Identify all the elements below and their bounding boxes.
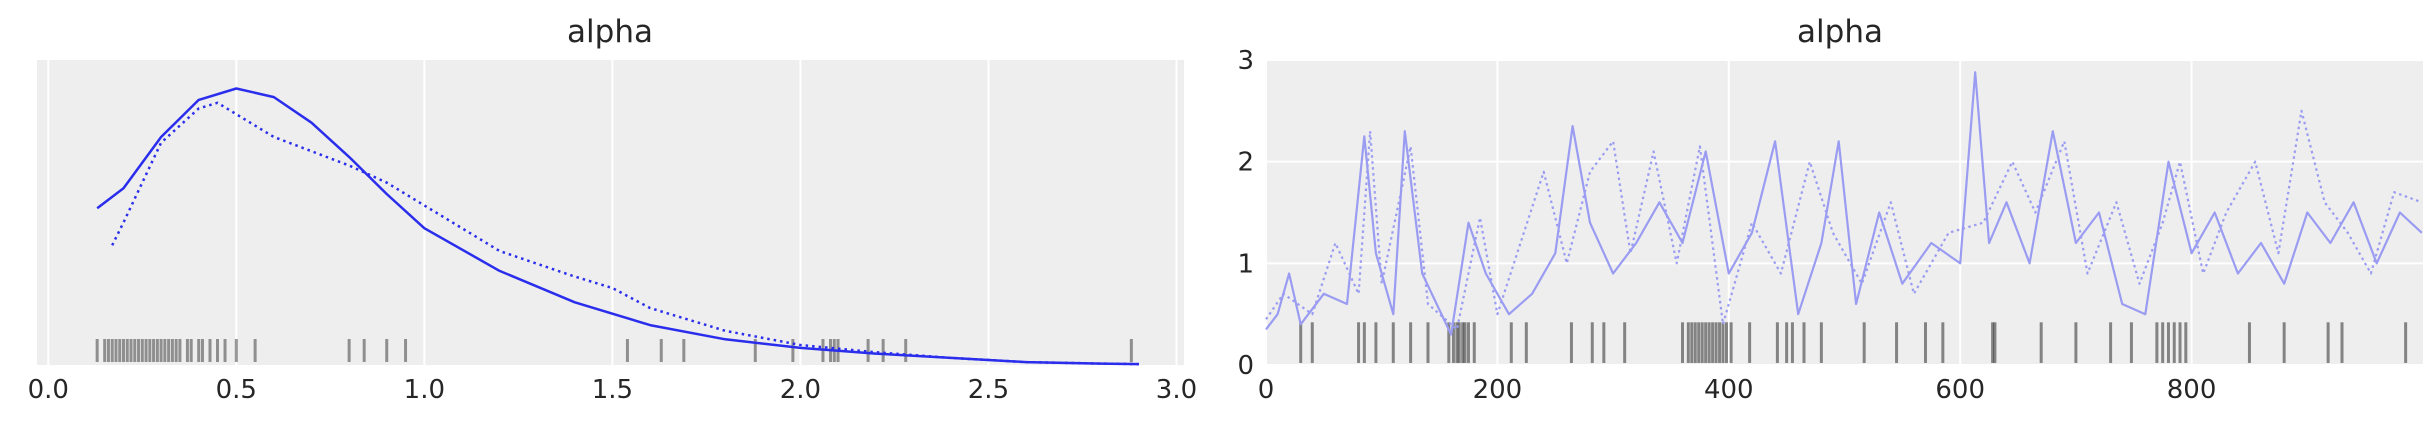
trace-panel: 0 200 400 600 800 0 1 2 3 alpha [1237,14,2423,405]
trace-ytick-label: 3 [1237,46,1254,76]
kde-axes-background [37,60,1184,365]
kde-xtick-label: 0.0 [28,375,69,405]
kde-xtick-label: 2.5 [968,375,1009,405]
trace-ytick-label: 2 [1237,148,1254,178]
trace-xtick-label: 0 [1258,375,1275,405]
trace-xtick-label: 800 [2167,375,2217,405]
trace-xtick-label: 200 [1473,375,1523,405]
trace-title: alpha [1797,14,1883,50]
trace-xtick-label: 600 [1935,375,1985,405]
kde-line-solid [96,87,1139,366]
trace-axes-background [1266,60,2423,365]
trace-ytick-label: 0 [1237,351,1254,381]
trace-line-dotted [1265,109,2423,331]
kde-xtick-label: 0.5 [216,375,257,405]
kde-xtick-label: 1.5 [592,375,633,405]
trace-ytick-label: 1 [1237,249,1254,279]
kde-xtick-label: 1.0 [404,375,445,405]
kde-xtick-label: 3.0 [1156,375,1197,405]
kde-panel: 0.0 0.5 1.0 1.5 2.0 2.5 3.0 alpha [28,14,1198,405]
kde-xtick-label: 2.0 [780,375,821,405]
kde-title: alpha [567,14,653,50]
trace-xtick-label: 400 [1704,375,1754,405]
